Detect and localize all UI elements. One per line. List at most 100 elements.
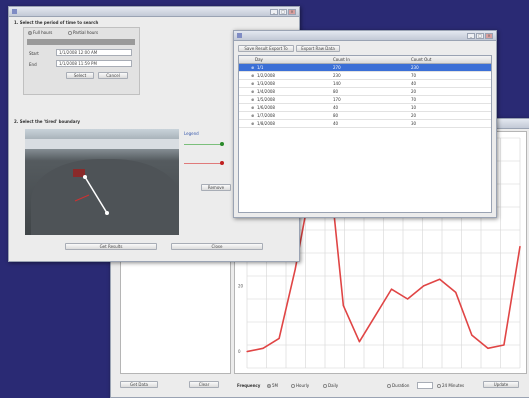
results-window: _ □ × Save Result Export To Export Raw D…: [233, 30, 497, 218]
table-row[interactable]: ⊕ 1/1 270 230: [239, 64, 491, 72]
results-close-icon[interactable]: ×: [485, 32, 493, 39]
table-row[interactable]: ⊕ 1/8/2008 40 30: [239, 120, 491, 128]
data-point: [455, 291, 457, 294]
count-in-cell: 80: [333, 89, 339, 94]
query-window-titlebar[interactable]: _ □ ×: [9, 7, 299, 17]
day-cell: 1/3/2008: [257, 81, 275, 86]
end-datetime-field[interactable]: 1/1/2008 11:59 PM: [56, 60, 132, 67]
radio-daily-icon: [323, 384, 327, 388]
start-datetime-field[interactable]: 1/1/2008 12:00 AM: [56, 49, 132, 56]
day-cell: 1/1: [257, 65, 264, 70]
table-row[interactable]: ⊕ 1/6/2008 40 10: [239, 104, 491, 112]
get-results-button[interactable]: Get Results: [65, 243, 157, 250]
camera-view[interactable]: [25, 129, 179, 235]
expand-icon[interactable]: ⊕: [251, 65, 255, 70]
results-minimize-icon[interactable]: _: [467, 32, 475, 39]
period-cancel-button[interactable]: Cancel: [98, 72, 128, 79]
expand-icon[interactable]: ⊕: [251, 81, 255, 86]
remove-button[interactable]: Remove: [201, 184, 231, 191]
expand-icon[interactable]: ⊕: [251, 113, 255, 118]
data-point: [487, 347, 489, 349]
series-line: [246, 147, 521, 353]
expand-icon[interactable]: ⊕: [251, 89, 255, 94]
export-results-button[interactable]: Save Result Export To: [238, 45, 294, 52]
radio-duration-icon: [387, 384, 391, 388]
legend-green-dot: [220, 142, 224, 146]
frequency-option-hourly-label: Hourly: [296, 383, 310, 388]
count-out-cell: 20: [411, 113, 417, 118]
day-cell: 1/6/2008: [257, 105, 275, 110]
expand-icon[interactable]: ⊕: [251, 73, 255, 78]
left-blank-panel: [120, 259, 231, 374]
data-point: [423, 285, 425, 287]
results-window-controls: _ □ ×: [467, 32, 493, 39]
tab-partial-hours[interactable]: Partial hours: [68, 30, 98, 35]
radio-5m-icon: [267, 384, 271, 388]
minutes-option[interactable]: 24 Minutes: [437, 383, 464, 388]
ice-rink-floor: [31, 159, 179, 235]
table-row[interactable]: ⊕ 1/2/2008 230 70: [239, 72, 491, 80]
count-out-cell: 30: [411, 121, 417, 126]
expand-icon[interactable]: ⊕: [251, 105, 255, 110]
export-raw-data-button[interactable]: Export Raw Data: [296, 45, 340, 52]
count-out-cell: 70: [411, 73, 417, 78]
get-data-button[interactable]: Get Data: [120, 381, 158, 388]
rink-wall: [25, 139, 179, 149]
minutes-label: 24 Minutes: [442, 383, 465, 388]
frequency-option-hourly[interactable]: Hourly: [291, 383, 309, 388]
data-point: [519, 245, 521, 248]
column-header-day[interactable]: Day: [255, 57, 263, 62]
count-in-cell: 230: [333, 73, 341, 78]
data-point: [471, 334, 473, 336]
table-body: ⊕ 1/1 270 230 ⊕ 1/2/2008 230 70 ⊕ 1/3/2008 140 40 ⊕ 1…: [239, 64, 491, 212]
duration-label: Duration: [392, 383, 410, 388]
count-out-cell: 20: [411, 89, 417, 94]
clear-button[interactable]: Clear: [189, 381, 219, 388]
results-maximize-icon[interactable]: □: [476, 32, 484, 39]
count-in-cell: 40: [333, 105, 339, 110]
count-out-cell: 230: [411, 65, 419, 70]
update-button[interactable]: Update: [483, 381, 519, 388]
data-point: [342, 304, 344, 307]
tab-full-hours[interactable]: Full hours: [28, 30, 52, 35]
data-point: [278, 337, 280, 340]
tab-partial-hours-label: Partial hours: [73, 30, 99, 35]
column-header-count-out[interactable]: Count Out: [411, 57, 432, 62]
close-icon[interactable]: ×: [288, 8, 296, 15]
boundary-line: [74, 175, 109, 215]
frequency-option-5m[interactable]: 5M: [267, 383, 278, 388]
frequency-option-daily-label: Daily: [328, 383, 339, 388]
expand-icon[interactable]: ⊕: [251, 97, 255, 102]
section-period-heading: 1. Select the period of time to search: [14, 20, 99, 25]
frequency-option-daily[interactable]: Daily: [323, 383, 338, 388]
table-row[interactable]: ⊕ 1/5/2008 170 70: [239, 96, 491, 104]
y-tick-label: 20: [238, 283, 244, 288]
close-button[interactable]: Close: [171, 243, 263, 250]
maximize-icon[interactable]: □: [279, 8, 287, 15]
period-select-button[interactable]: Select: [66, 72, 94, 79]
table-row[interactable]: ⊕ 1/3/2008 140 40: [239, 80, 491, 88]
count-in-cell: 140: [333, 81, 341, 86]
count-in-cell: 40: [333, 121, 339, 126]
expand-icon[interactable]: ⊕: [251, 121, 255, 126]
y-tick-label: 0: [238, 349, 241, 354]
table-row[interactable]: ⊕ 1/7/2008 80 20: [239, 112, 491, 120]
results-app-icon: [237, 33, 242, 38]
legend-label: Legend: [184, 131, 199, 136]
duration-option[interactable]: Duration: [387, 383, 409, 388]
data-point: [503, 344, 505, 346]
legend-red-line: [184, 163, 222, 164]
minimize-icon[interactable]: _: [270, 8, 278, 15]
data-point: [406, 298, 409, 300]
data-point: [294, 268, 296, 271]
radio-hourly-icon: [291, 384, 295, 388]
data-point: [262, 347, 264, 349]
period-header-bar: [27, 39, 135, 45]
radio-minutes-icon: [437, 384, 441, 388]
duration-field[interactable]: [417, 382, 433, 389]
table-row[interactable]: ⊕ 1/4/2008 80 20: [239, 88, 491, 96]
day-cell: 1/5/2008: [257, 97, 275, 102]
results-window-titlebar[interactable]: _ □ ×: [234, 31, 496, 41]
column-header-count-in[interactable]: Count In: [333, 57, 350, 62]
radio-partial-icon: [68, 31, 72, 35]
